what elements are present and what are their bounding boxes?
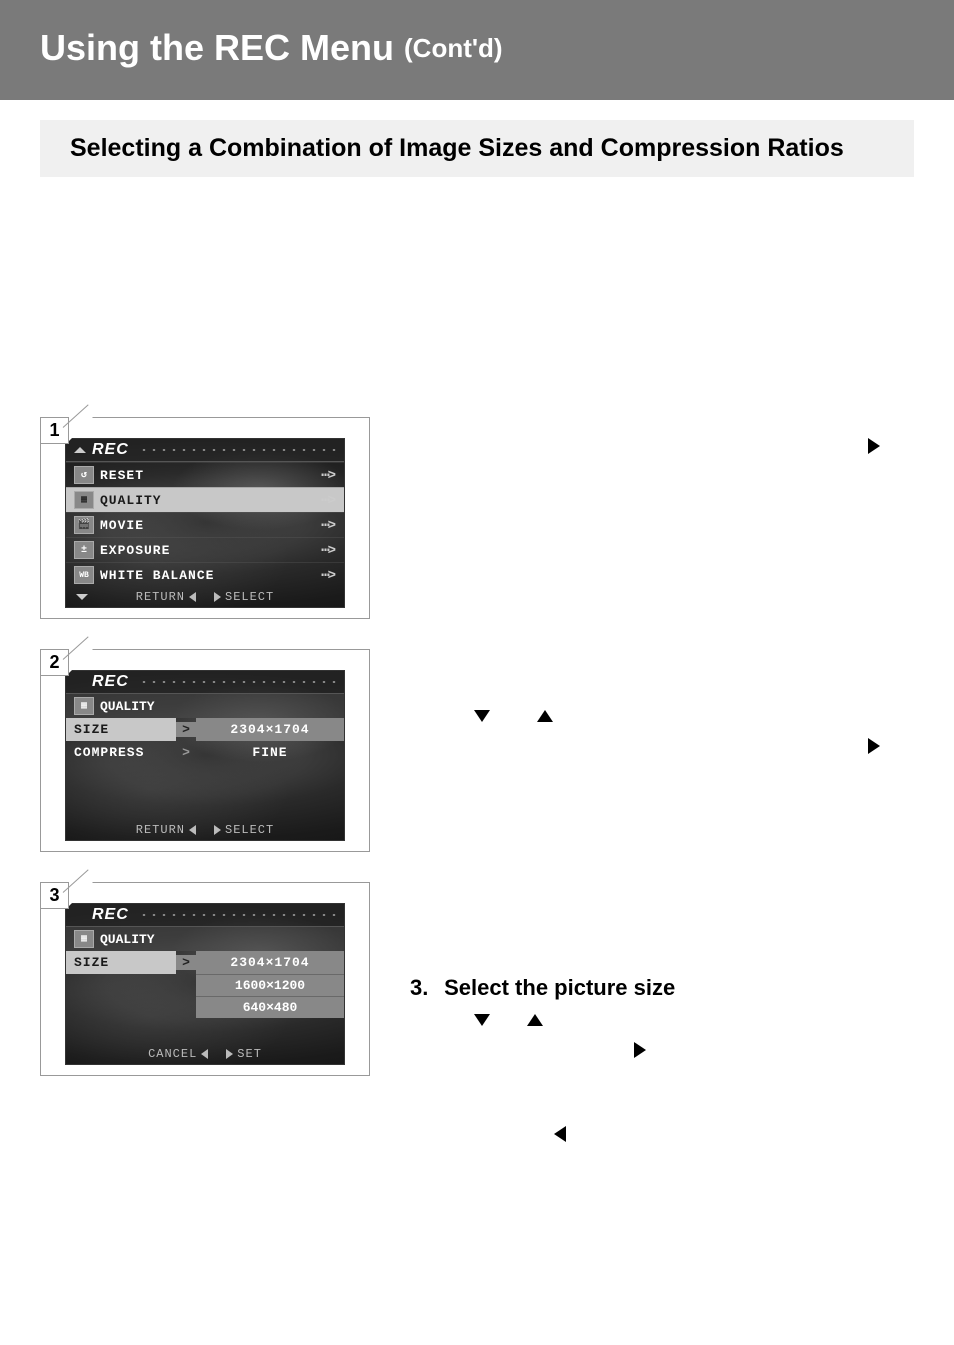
header-dots xyxy=(139,449,336,451)
triangle-left-icon xyxy=(189,592,196,602)
step-number-2: 2 xyxy=(41,650,69,676)
arrows-updown-3 xyxy=(470,1011,547,1029)
menu-row-reset[interactable]: ↺ RESET > xyxy=(66,462,344,487)
menu-label-exposure: EXPOSURE xyxy=(100,543,321,558)
screenshot-block-3: 3 REC ▦ QUALITY SIZE > 2304×1704 xyxy=(40,882,370,1076)
menu-label-quality: QUALITY xyxy=(100,493,321,508)
footer-return: RETURN xyxy=(136,590,185,604)
option-1[interactable]: 1600×1200 xyxy=(196,974,344,996)
menu-footer-1: RETURN SELECT xyxy=(66,587,344,607)
step-number-3: 3 xyxy=(41,883,69,909)
submenu-value-size: 2304×1704 xyxy=(196,718,344,741)
menu-label-reset: RESET xyxy=(100,468,321,483)
camera-screen-3: REC ▦ QUALITY SIZE > 2304×1704 1600×1200… xyxy=(65,903,345,1065)
option-list: 1600×1200 640×480 xyxy=(66,974,344,1018)
menu-title-2: REC xyxy=(92,673,129,691)
triangle-right-icon xyxy=(214,592,221,602)
menu-row-whitebalance[interactable]: WB WHITE BALANCE > xyxy=(66,562,344,587)
submenu-label-compress: COMPRESS xyxy=(66,741,176,764)
arrow-icon: > xyxy=(321,542,336,559)
screenshot-block-1: 1 REC ↺ RESET > ▦ QUALITY > xyxy=(40,417,370,619)
camera-screen-2: REC ▦ QUALITY SIZE > 2304×1704 COMPRESS … xyxy=(65,670,345,841)
submenu-label-size: SIZE xyxy=(66,718,176,741)
menu-label-movie: MOVIE xyxy=(100,518,321,533)
content-area: 1 REC ↺ RESET > ▦ QUALITY > xyxy=(0,177,954,1136)
footer-select: SELECT xyxy=(225,590,274,604)
step-number-1: 1 xyxy=(41,418,69,444)
arrow-right-1 xyxy=(864,437,884,455)
triangle-left-icon xyxy=(201,1049,208,1059)
step3-text: Select the picture size xyxy=(444,975,675,1000)
arrow-icon: > xyxy=(321,492,336,509)
header-dots xyxy=(139,914,336,916)
instructions-column: 3. Select the picture size xyxy=(380,207,914,1106)
menu-title-1: REC xyxy=(92,441,129,459)
option-0: 2304×1704 xyxy=(196,951,344,974)
page-title-sub: (Cont'd) xyxy=(404,33,503,64)
menu-row-exposure[interactable]: ± EXPOSURE > xyxy=(66,537,344,562)
submenu-row-size[interactable]: SIZE > 2304×1704 xyxy=(66,718,344,741)
subheader-label-2: QUALITY xyxy=(100,699,155,714)
arrow-right-3 xyxy=(630,1041,650,1059)
step3-heading: 3. Select the picture size xyxy=(410,975,675,1001)
step3-num: 3. xyxy=(410,975,438,1001)
arrow-icon: > xyxy=(321,567,336,584)
spacer xyxy=(66,800,344,820)
page-header: Using the REC Menu (Cont'd) xyxy=(0,0,954,100)
menu-row-movie[interactable]: 🎬 MOVIE > xyxy=(66,512,344,537)
footer-select-2: SELECT xyxy=(225,823,274,837)
quality-icon: ▦ xyxy=(74,930,94,948)
arrow-icon: > xyxy=(176,722,196,737)
menu-header-3: REC xyxy=(66,904,344,927)
menu-title-3: REC xyxy=(92,906,129,924)
camera-screen-1: REC ↺ RESET > ▦ QUALITY > 🎬 MOVIE > xyxy=(65,438,345,608)
arrow-right-2 xyxy=(864,737,884,755)
spacer xyxy=(66,764,344,800)
whitebalance-icon: WB xyxy=(74,566,94,584)
menu-header-1: REC xyxy=(66,439,344,462)
page-title-main: Using the REC Menu xyxy=(40,27,394,69)
section-subtitle: Selecting a Combination of Image Sizes a… xyxy=(40,120,914,177)
spacer xyxy=(66,1018,344,1044)
menu-row-quality[interactable]: ▦ QUALITY > xyxy=(66,487,344,512)
submenu-row-size-3[interactable]: SIZE > 2304×1704 xyxy=(66,951,344,974)
screenshot-block-2: 2 REC ▦ QUALITY SIZE > 2304×1704 xyxy=(40,649,370,852)
subheader-quality-2: ▦ QUALITY xyxy=(66,694,344,718)
arrow-icon: > xyxy=(176,745,196,760)
arrows-updown-2 xyxy=(470,707,557,725)
menu-footer-2: RETURN SELECT xyxy=(66,820,344,840)
movie-icon: 🎬 xyxy=(74,516,94,534)
chevron-down-icon xyxy=(76,594,88,600)
submenu-label-size-3: SIZE xyxy=(66,951,176,974)
arrow-left-3 xyxy=(550,1125,570,1143)
quality-icon: ▦ xyxy=(74,697,94,715)
reset-icon: ↺ xyxy=(74,466,94,484)
triangle-right-icon xyxy=(214,825,221,835)
menu-footer-3: CANCEL SET xyxy=(66,1044,344,1064)
footer-cancel: CANCEL xyxy=(148,1047,197,1061)
arrow-icon: > xyxy=(321,467,336,484)
arrow-icon: > xyxy=(321,517,336,534)
menu-header-2: REC xyxy=(66,671,344,694)
option-2[interactable]: 640×480 xyxy=(196,996,344,1018)
header-dots xyxy=(139,681,336,683)
footer-set: SET xyxy=(237,1047,262,1061)
footer-return-2: RETURN xyxy=(136,823,185,837)
submenu-value-compress: FINE xyxy=(196,741,344,764)
arrow-icon: > xyxy=(176,955,196,970)
menu-label-wb: WHITE BALANCE xyxy=(100,568,321,583)
triangle-left-icon xyxy=(189,825,196,835)
triangle-right-icon xyxy=(226,1049,233,1059)
chevron-up-icon xyxy=(74,447,86,453)
quality-icon: ▦ xyxy=(74,491,94,509)
subheader-label-3: QUALITY xyxy=(100,932,155,947)
subheader-quality-3: ▦ QUALITY xyxy=(66,927,344,951)
screenshots-column: 1 REC ↺ RESET > ▦ QUALITY > xyxy=(40,207,380,1106)
exposure-icon: ± xyxy=(74,541,94,559)
submenu-row-compress[interactable]: COMPRESS > FINE xyxy=(66,741,344,764)
